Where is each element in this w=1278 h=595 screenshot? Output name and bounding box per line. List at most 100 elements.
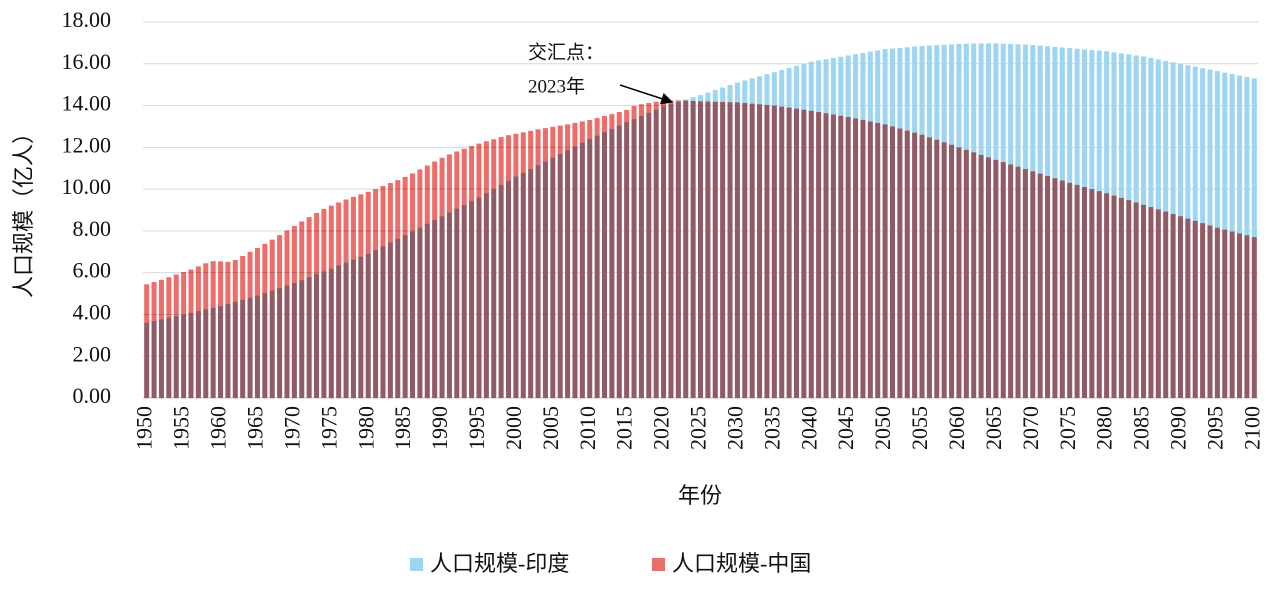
y-tick-label: 2.00 [73, 341, 112, 366]
y-tick-label: 18.00 [62, 7, 112, 32]
x-tick-label: 1955 [169, 406, 194, 450]
legend-label: 人口规模-印度 [430, 551, 569, 576]
bar [801, 109, 807, 398]
bar [158, 279, 164, 398]
bar [173, 274, 179, 398]
x-tick-label: 2095 [1202, 406, 1227, 450]
x-tick-label: 1990 [427, 406, 452, 450]
bar [1126, 200, 1132, 398]
x-tick-label: 1960 [206, 406, 231, 450]
bar [1081, 187, 1087, 398]
bar [971, 152, 977, 398]
bar [963, 149, 969, 398]
bar [262, 243, 268, 398]
bar [1037, 173, 1043, 398]
bar [624, 109, 630, 398]
bar [845, 117, 851, 399]
bar [225, 261, 231, 398]
bar [1104, 193, 1110, 398]
y-tick-label: 6.00 [73, 258, 112, 283]
bar [513, 133, 519, 398]
bar [985, 157, 991, 398]
bar [601, 116, 608, 398]
bar [240, 255, 246, 398]
annotation: 2023年 [528, 75, 585, 97]
x-tick-label: 2060 [944, 406, 969, 450]
bar [919, 134, 925, 399]
bar [188, 269, 194, 398]
bar [978, 154, 984, 398]
bar [387, 183, 393, 398]
bar [232, 259, 238, 398]
bar [314, 212, 320, 398]
bar [424, 165, 430, 398]
bar [439, 157, 445, 398]
bar [1059, 180, 1065, 398]
bar [373, 189, 379, 398]
bar [749, 103, 755, 399]
y-axis-title: 人口规模（亿人） [11, 122, 36, 298]
bar [941, 142, 947, 398]
bar [321, 208, 327, 398]
bar [720, 102, 726, 398]
bar [675, 100, 681, 398]
bar [535, 129, 541, 398]
bar [786, 107, 792, 399]
x-tick-label: 2050 [870, 406, 895, 450]
x-tick-label: 2065 [981, 406, 1006, 450]
bar [653, 101, 659, 398]
bar [683, 100, 689, 398]
bar [195, 266, 201, 398]
bar [1229, 231, 1235, 398]
bar [1089, 189, 1095, 398]
y-tick-label: 4.00 [73, 299, 112, 324]
bar [934, 139, 940, 398]
bar [144, 284, 150, 398]
bar [757, 104, 763, 399]
bar [661, 101, 667, 399]
bar [291, 226, 297, 398]
bar [579, 121, 585, 398]
x-tick-label: 2100 [1239, 406, 1264, 450]
y-tick-label: 8.00 [73, 216, 112, 241]
bar [269, 239, 275, 398]
x-tick-label: 2000 [501, 406, 526, 450]
x-tick-label: 2045 [833, 406, 858, 450]
bar [395, 180, 401, 398]
bar [697, 101, 704, 398]
bar [609, 114, 615, 399]
x-tick-label: 2010 [575, 406, 600, 450]
x-tick-label: 2035 [759, 406, 784, 450]
bar [742, 103, 748, 398]
bar [889, 126, 895, 398]
bar [867, 121, 873, 398]
bar [1118, 197, 1124, 398]
bar [734, 102, 740, 398]
bar [816, 112, 822, 398]
x-tick-label: 2030 [722, 406, 747, 450]
bar [542, 128, 548, 399]
bar [668, 100, 674, 398]
bar [454, 151, 460, 398]
bar [646, 103, 652, 398]
x-tick-label: 2085 [1129, 406, 1154, 450]
bar [550, 126, 556, 399]
bar [277, 235, 283, 398]
bar [432, 161, 438, 398]
annotation: 交汇点： [528, 41, 604, 63]
bar [823, 113, 829, 398]
bar [926, 137, 932, 398]
bar [1148, 207, 1154, 398]
bar [1111, 195, 1117, 398]
bar [299, 221, 305, 398]
plot-area: 0.00 2.00 4.00 6.00 8.00 10.00 12.00 14.00 16.00… [62, 7, 1265, 450]
bar [358, 194, 364, 398]
y-tick-label: 0.00 [73, 383, 112, 408]
x-tick-label: 2015 [612, 406, 637, 450]
bar [1170, 213, 1176, 398]
bar [483, 141, 489, 398]
bar [1207, 225, 1213, 398]
bar [904, 130, 910, 398]
bar [638, 104, 644, 399]
